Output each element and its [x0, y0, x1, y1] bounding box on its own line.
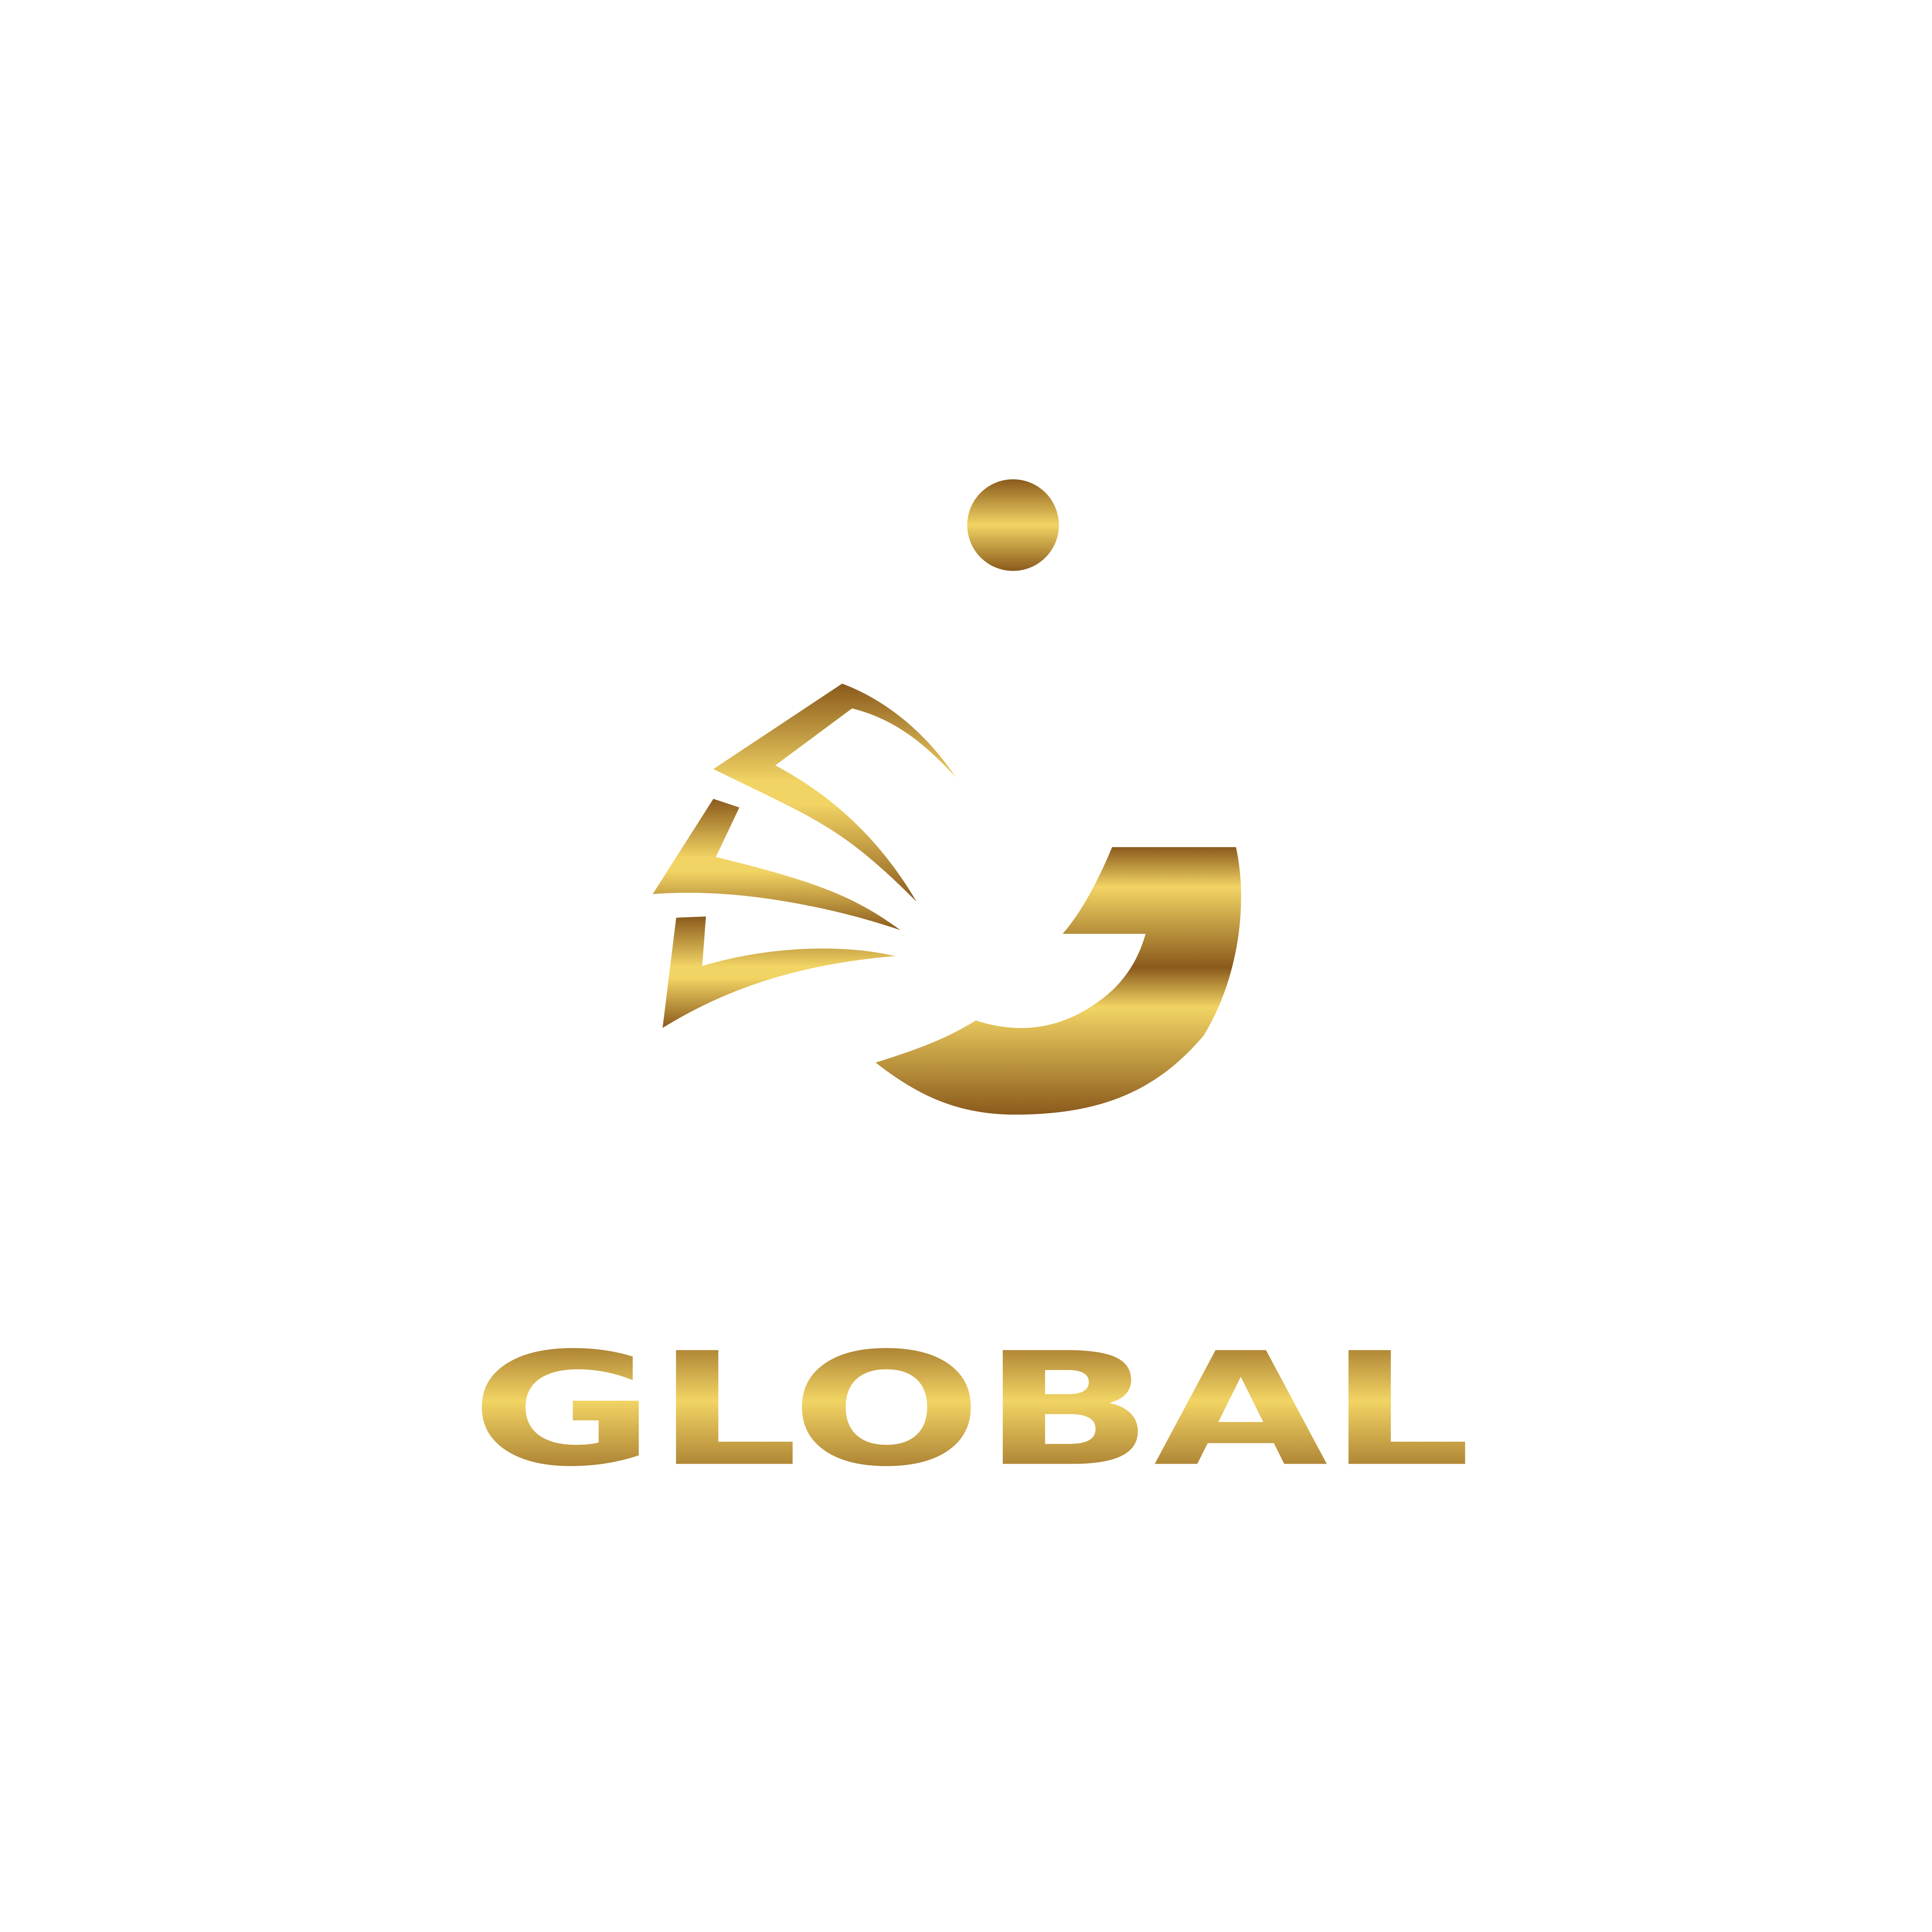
wing-feather-bottom-icon	[662, 916, 896, 1028]
wing-feather-middle-icon	[652, 799, 901, 930]
wing-feather-top-icon	[713, 683, 956, 902]
hook-icon	[875, 847, 1241, 1115]
wordmark-text: GLOBAL	[470, 1319, 1471, 1501]
dot-icon	[967, 479, 1059, 571]
emblem	[652, 479, 1241, 1115]
